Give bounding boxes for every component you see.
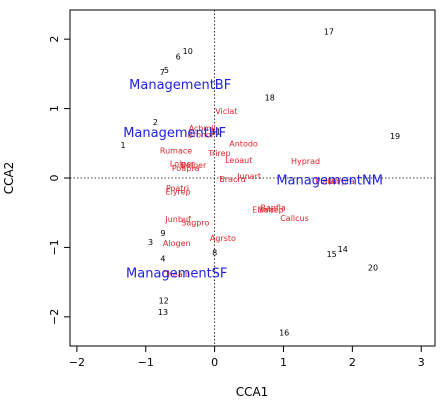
species-label: Antodo (229, 139, 258, 148)
centroid-label: ManagementBF (129, 78, 231, 93)
site-label: 9 (160, 229, 165, 238)
y-tick-label: −2 (48, 309, 61, 325)
x-tick-label: −2 (69, 356, 85, 369)
site-label: 5 (164, 66, 169, 75)
y-tick-label: 2 (48, 36, 61, 43)
x-axis-title: CCA1 (236, 385, 269, 399)
site-label: 2 (153, 118, 158, 127)
site-label: 16 (279, 328, 289, 337)
y-tick-label: 0 (48, 175, 61, 182)
species-label: Belper (180, 161, 207, 170)
x-tick-label: −1 (138, 356, 154, 369)
x-tick-label: 2 (349, 356, 356, 369)
species-label: Agrsto (210, 234, 236, 243)
species-label: Viclat (215, 107, 237, 116)
species-label: Leoaut (225, 156, 252, 165)
species-label: Achmil (189, 124, 216, 133)
y-tick-label: 1 (48, 105, 61, 112)
species-label: Trirep (207, 149, 230, 158)
site-label: 20 (368, 264, 378, 273)
species-label: Bracru (219, 175, 245, 184)
site-label: 7 (160, 68, 165, 77)
x-axis: −2 −1 0 1 2 3 (69, 346, 425, 369)
y-axis: −2 −1 0 1 2 (48, 36, 70, 325)
site-label: 14 (338, 245, 348, 254)
species-label: Lolper (170, 160, 195, 169)
species-label: Elyrep (166, 187, 191, 196)
centroid-label: ManagementSF (126, 266, 227, 281)
site-label: 6 (176, 53, 181, 62)
points-layer: 1234567891011121314151617181920ViclatAch… (120, 28, 400, 338)
species-label: Poapra (172, 164, 200, 173)
x-tick-label: 0 (211, 356, 218, 369)
y-tick-label: −1 (48, 239, 61, 255)
centroids-series: ManagementBF ManagementHF ManagementNM Mana… (123, 78, 383, 281)
site-label: 18 (265, 94, 275, 103)
site-label: 3 (148, 238, 153, 247)
site-label: 19 (390, 132, 400, 141)
species-label: Ranfla (261, 203, 286, 212)
site-label: 1 (120, 141, 125, 150)
species-label: Rumace (160, 146, 192, 155)
site-label: 11 (211, 128, 221, 137)
species-label: Plalan (315, 177, 339, 186)
site-label: 4 (160, 255, 165, 264)
site-label: 8 (212, 248, 217, 257)
species-label: Junbuf (164, 215, 191, 224)
site-label: 15 (327, 250, 337, 259)
species-label: Poatri (166, 184, 189, 193)
species-label: Eleval (252, 205, 276, 214)
species-label: Airpra (331, 177, 355, 186)
species-label: Hyprad (291, 157, 320, 166)
species-label: Salrep (258, 205, 283, 214)
centroid-label: ManagementHF (123, 126, 226, 141)
site-label: 12 (159, 296, 169, 305)
species-label: Brohor (187, 130, 214, 139)
site-label: 13 (158, 308, 168, 317)
site-label: 10 (183, 47, 193, 56)
species-label: Chealb (162, 270, 190, 279)
y-axis-title: CCA2 (2, 162, 16, 195)
zero-lines (70, 10, 435, 346)
x-tick-label: 3 (418, 356, 425, 369)
species-label: Junart (236, 172, 261, 181)
centroid-label: ManagementNM (276, 173, 383, 188)
x-tick-label: 1 (280, 356, 287, 369)
species-label: Sagpro (181, 219, 209, 228)
species-label: Callcus (280, 214, 309, 223)
site-label: 17 (324, 28, 334, 37)
species-label: Alogen (163, 239, 191, 248)
